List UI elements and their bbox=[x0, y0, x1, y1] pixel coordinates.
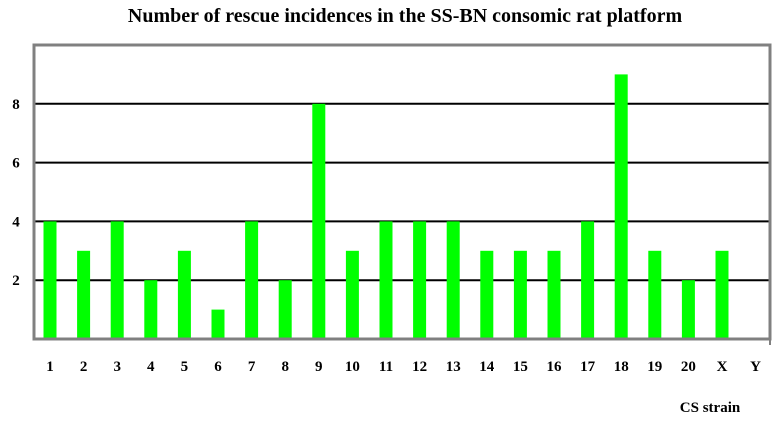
bar-13 bbox=[446, 221, 460, 339]
bar-19 bbox=[648, 250, 662, 339]
bar-9 bbox=[312, 103, 326, 339]
x-tick-label: 15 bbox=[513, 359, 528, 375]
bar-14 bbox=[480, 250, 494, 339]
x-tick-label: 13 bbox=[446, 359, 461, 375]
bar-16 bbox=[547, 250, 561, 339]
bar-12 bbox=[413, 221, 427, 339]
y-tick-label: 6 bbox=[12, 156, 20, 172]
x-tick-label: 19 bbox=[647, 359, 662, 375]
x-tick-label: 5 bbox=[181, 359, 189, 375]
x-tick-label: 9 bbox=[315, 359, 323, 375]
x-tick-label: 3 bbox=[113, 359, 121, 375]
bar-11 bbox=[379, 221, 393, 339]
x-tick-label: 8 bbox=[281, 359, 289, 375]
bar-10 bbox=[345, 250, 359, 339]
x-tick-label: 10 bbox=[345, 359, 360, 375]
bar-5 bbox=[177, 250, 191, 339]
x-tick-label: 17 bbox=[580, 359, 596, 375]
bar-20 bbox=[681, 280, 695, 339]
x-tick-label: 11 bbox=[379, 359, 393, 375]
x-tick-label: 2 bbox=[80, 359, 88, 375]
plot-frame bbox=[32, 43, 772, 341]
x-tick-label: Y bbox=[750, 359, 761, 375]
gridlines bbox=[34, 102, 770, 282]
y-tick-label: 8 bbox=[12, 97, 20, 113]
bar-X bbox=[715, 250, 729, 339]
bar-2 bbox=[77, 250, 91, 339]
x-tick-label: 1 bbox=[46, 359, 54, 375]
y-tick-label: 2 bbox=[12, 273, 20, 289]
x-tick-label: 4 bbox=[147, 359, 155, 375]
x-tick-label: 16 bbox=[547, 359, 563, 375]
bar-18 bbox=[614, 74, 628, 340]
bar-8 bbox=[278, 280, 292, 339]
y-tick-labels: 2 4 6 8 bbox=[12, 97, 20, 289]
x-tick-label: 14 bbox=[479, 359, 495, 375]
x-tick-label: 12 bbox=[412, 359, 427, 375]
x-tick-label: 6 bbox=[214, 359, 222, 375]
x-tick-labels: 1 2 3 4 5 6 7 8 9 10 11 12 13 14 15 16 17 18 19 20 X Y bbox=[46, 359, 761, 375]
x-tick-label: 18 bbox=[614, 359, 629, 375]
x-tick-label: 20 bbox=[681, 359, 696, 375]
bar-3 bbox=[110, 221, 124, 339]
bar-15 bbox=[513, 250, 527, 339]
bar-1 bbox=[43, 221, 57, 339]
bar-7 bbox=[245, 221, 259, 339]
y-tick-label: 4 bbox=[12, 214, 20, 230]
chart-title: Number of rescue incidences in the SS-BN… bbox=[128, 5, 683, 27]
x-axis-label: CS strain bbox=[680, 400, 741, 416]
x-tick-label: X bbox=[717, 359, 728, 375]
bar-17 bbox=[581, 221, 595, 339]
x-tick-label: 7 bbox=[248, 359, 256, 375]
bar-6 bbox=[211, 309, 225, 339]
bars bbox=[43, 74, 729, 340]
bar-4 bbox=[144, 280, 158, 339]
